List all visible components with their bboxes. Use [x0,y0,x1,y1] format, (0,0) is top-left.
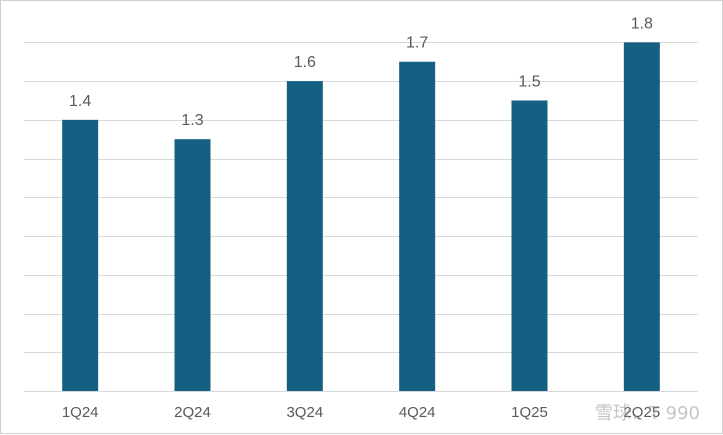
x-tick-label-1Q25: 1Q25 [511,404,548,421]
gridlines [24,42,698,392]
bars [62,42,660,392]
bar-3Q24 [286,81,323,392]
data-labels: 1.4 1.3 1.6 1.7 1.5 1.8 [69,15,653,129]
x-tick-label-4Q24: 4Q24 [399,404,436,421]
bar-2Q25 [623,42,660,392]
bar-2Q24 [174,139,211,391]
data-label-1Q24: 1.4 [69,93,91,110]
data-label-3Q24: 1.6 [294,54,316,71]
data-label-4Q24: 1.7 [406,35,428,52]
data-label-2Q24: 1.3 [181,112,203,129]
x-tick-label-1Q24: 1Q24 [62,404,99,421]
bar-1Q25 [511,100,548,391]
data-label-2Q25: 1.8 [631,15,653,32]
data-label-1Q25: 1.5 [518,73,540,90]
bar-4Q24 [399,61,436,391]
x-tick-label-2Q24: 2Q24 [174,404,211,421]
bar-1Q24 [62,119,99,391]
x-tick-label-3Q24: 3Q24 [286,404,323,421]
x-tick-label-2Q25: 2Q25 [623,404,660,421]
x-tick-labels: 1Q24 2Q24 3Q24 4Q24 1Q25 2Q25 [62,404,660,421]
